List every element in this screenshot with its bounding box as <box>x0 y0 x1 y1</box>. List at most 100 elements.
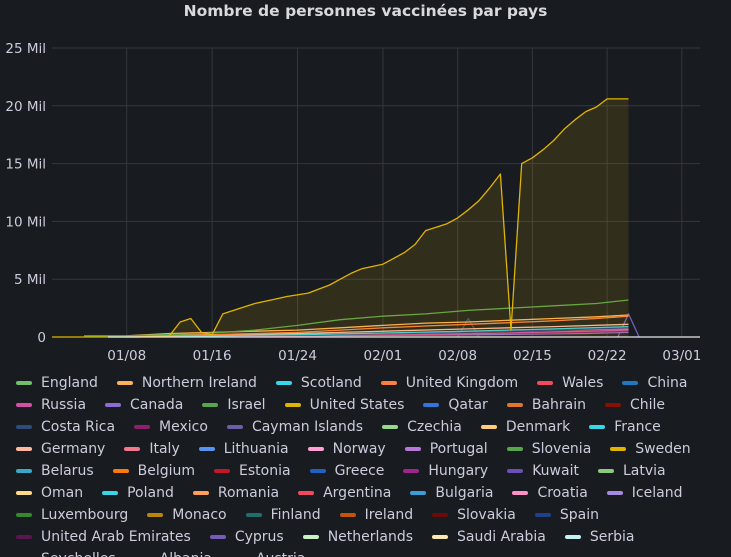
legend-item[interactable]: Sweden <box>610 438 691 460</box>
legend-label: Russia <box>41 397 87 413</box>
legend-item[interactable]: Scotland <box>275 372 362 394</box>
legend-item[interactable]: Kuwait <box>507 460 579 482</box>
legend: England Northern Ireland Scotland United Ki… <box>16 372 728 557</box>
y-tick-label: 20 Mil <box>5 99 46 115</box>
legend-item[interactable]: Albania <box>135 548 212 557</box>
legend-swatch <box>16 425 32 429</box>
legend-item[interactable]: Poland <box>102 482 174 504</box>
legend-swatch <box>16 381 32 385</box>
legend-swatch <box>307 447 324 451</box>
legend-label: Lithuania <box>223 441 289 457</box>
legend-label: Netherlands <box>327 529 414 545</box>
legend-label: Albania <box>160 551 212 557</box>
legend-label: Ireland <box>364 507 414 523</box>
series-line <box>126 325 629 338</box>
legend-item[interactable]: Luxembourg <box>16 504 128 526</box>
legend-label: Israel <box>227 397 266 413</box>
x-tick-label: 02/22 <box>588 348 627 364</box>
legend-label: Greece <box>334 463 385 479</box>
legend-item[interactable]: Cayman Islands <box>226 416 363 438</box>
legend-item[interactable]: Cyprus <box>209 526 284 548</box>
legend-label: United Kingdom <box>405 375 519 391</box>
legend-item[interactable]: United Kingdom <box>380 372 519 394</box>
legend-item[interactable]: Northern Ireland <box>116 372 257 394</box>
legend-item[interactable]: Latvia <box>597 460 666 482</box>
legend-item[interactable]: Qatar <box>423 394 488 416</box>
legend-item[interactable]: Romania <box>192 482 279 504</box>
x-tick-label: 01/16 <box>193 348 232 364</box>
legend-label: Estonia <box>239 463 291 479</box>
legend-label: England <box>41 375 98 391</box>
legend-item[interactable]: Serbia <box>564 526 635 548</box>
legend-item[interactable]: Lithuania <box>198 438 289 460</box>
legend-item[interactable]: United Arab Emirates <box>16 526 191 548</box>
legend-swatch <box>275 381 292 385</box>
legend-swatch <box>534 513 551 517</box>
legend-label: Sweden <box>635 441 691 457</box>
legend-swatch <box>604 403 621 407</box>
legend-swatch <box>506 403 523 407</box>
y-tick-label: 15 Mil <box>5 157 46 173</box>
legend-item[interactable]: Canada <box>105 394 183 416</box>
legend-item[interactable]: Estonia <box>214 460 291 482</box>
legend-label: Costa Rica <box>41 419 116 435</box>
legend-item[interactable]: Oman <box>16 482 83 504</box>
legend-label: United States <box>309 397 405 413</box>
legend-item[interactable]: Wales <box>537 372 603 394</box>
legend-swatch <box>403 469 420 473</box>
legend-label: Spain <box>559 507 599 523</box>
legend-item[interactable]: Slovenia <box>506 438 591 460</box>
legend-item[interactable]: Bahrain <box>506 394 586 416</box>
legend-item[interactable]: Finland <box>245 504 321 526</box>
legend-label: Norway <box>332 441 386 457</box>
legend-item[interactable]: Italy <box>124 438 180 460</box>
legend-swatch <box>432 535 449 539</box>
legend-item[interactable]: Germany <box>16 438 105 460</box>
legend-item[interactable]: Monaco <box>147 504 227 526</box>
legend-item[interactable]: Norway <box>307 438 386 460</box>
legend-item[interactable]: Costa Rica <box>16 416 115 438</box>
legend-item[interactable]: Bulgaria <box>410 482 493 504</box>
legend-swatch <box>116 381 133 385</box>
legend-item[interactable]: Czechia <box>382 416 462 438</box>
legend-item[interactable]: Israel <box>202 394 266 416</box>
legend-item[interactable]: Ireland <box>339 504 414 526</box>
legend-item[interactable]: Saudi Arabia <box>432 526 546 548</box>
legend-item[interactable]: Austria <box>231 548 305 557</box>
legend-swatch <box>298 491 315 495</box>
legend-item[interactable]: Croatia <box>512 482 588 504</box>
legend-item[interactable]: Greece <box>309 460 385 482</box>
legend-swatch <box>16 491 32 495</box>
legend-label: Belgium <box>137 463 196 479</box>
legend-swatch <box>124 447 141 451</box>
legend-item[interactable]: Russia <box>16 394 86 416</box>
legend-label: Bulgaria <box>435 485 494 501</box>
legend-item[interactable]: Mexico <box>134 416 208 438</box>
y-tick-label: 0 <box>37 330 46 346</box>
legend-item[interactable]: Denmark <box>480 416 570 438</box>
legend-swatch <box>105 403 122 407</box>
legend-item[interactable]: Seychelles <box>16 548 116 557</box>
legend-swatch <box>382 425 399 429</box>
legend-item[interactable]: France <box>589 416 661 438</box>
legend-item[interactable]: Belarus <box>16 460 94 482</box>
series-lines <box>52 98 700 338</box>
legend-swatch <box>512 491 529 495</box>
legend-item[interactable]: Iceland <box>606 482 682 504</box>
legend-item[interactable]: United States <box>284 394 405 416</box>
legend-label: Northern Ireland <box>141 375 257 391</box>
legend-item[interactable]: Belgium <box>112 460 196 482</box>
legend-item[interactable]: Portugal <box>404 438 488 460</box>
legend-label: Bahrain <box>531 397 586 413</box>
legend-item[interactable]: Spain <box>534 504 599 526</box>
legend-item[interactable]: Argentina <box>298 482 391 504</box>
legend-items: England Northern Ireland Scotland United Ki… <box>16 372 728 557</box>
legend-item[interactable]: Hungary <box>403 460 488 482</box>
legend-item[interactable]: Chile <box>604 394 665 416</box>
legend-label: United Arab Emirates <box>41 529 191 545</box>
legend-item[interactable]: China <box>622 372 687 394</box>
legend-item[interactable]: Slovakia <box>432 504 516 526</box>
legend-item[interactable]: Netherlands <box>302 526 414 548</box>
legend-item[interactable]: England <box>16 372 98 394</box>
